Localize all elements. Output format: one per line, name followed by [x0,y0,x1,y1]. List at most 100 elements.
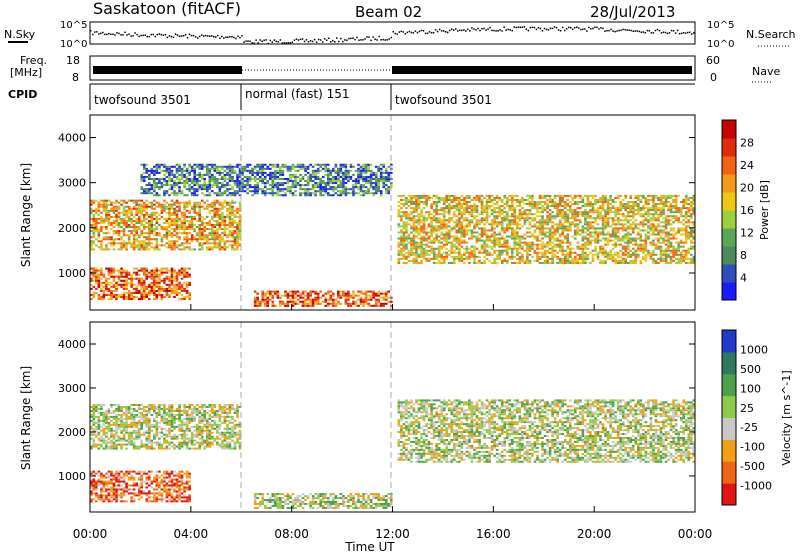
heatmap-cell [205,163,209,166]
heatmap-cell [205,248,209,251]
heatmap-cell [407,253,411,256]
heatmap-cell [531,233,534,236]
heatmap-cell [526,219,529,222]
heatmap-cell [165,242,169,245]
heatmap-cell [483,219,486,222]
heatmap-cell [659,253,663,256]
heatmap-cell [518,257,522,260]
heatmap-cell [654,211,658,214]
heatmap-cell [304,302,307,305]
heatmap-cell [105,219,108,222]
heatmap-cell [518,200,522,204]
heatmap-cell [142,244,146,247]
heatmap-cell [95,209,98,212]
heatmap-cell [291,296,295,299]
heatmap-cell [468,255,471,258]
heatmap-cell [445,239,449,242]
heatmap-cell [412,241,416,244]
heatmap-cell [150,228,154,231]
heatmap-cell [516,227,519,230]
heatmap-cell [637,203,640,206]
heatmap-cell [599,215,602,218]
heatmap-cell [432,237,436,240]
heatmap-cell [163,226,166,229]
heatmap-cell [574,261,577,264]
heatmap-cell [168,287,171,290]
heatmap-cell [178,167,181,170]
heatmap-cell [97,275,101,278]
heatmap-cell [132,242,136,245]
noise-point [336,37,338,39]
heatmap-cell [296,302,300,305]
heatmap-cell [185,238,189,241]
heatmap-cell [430,233,433,236]
heatmap-cell [576,211,580,214]
heatmap-cell [117,271,121,274]
heatmap-cell [158,194,161,197]
heatmap-cell [536,235,539,238]
noise-point [198,35,201,38]
heatmap-cell [130,283,133,286]
heatmap-cell [107,289,111,292]
heatmap-cell [160,271,164,274]
heatmap-cell [125,242,128,245]
heatmap-cell [422,247,426,250]
heatmap-cell [165,283,169,286]
heatmap-cell [120,211,123,214]
heatmap-cell [687,203,691,206]
heatmap-cell [561,217,564,220]
heatmap-cell [498,257,501,260]
heatmap-cell [422,255,426,258]
heatmap-cell [165,226,169,229]
heatmap-cell [160,184,164,187]
heatmap-cell [218,188,222,191]
heatmap-cell [95,279,98,282]
heatmap-cell [463,211,466,214]
heatmap-cell [594,247,597,250]
heatmap-cell [241,186,244,189]
heatmap-cell [417,237,421,240]
heatmap-cell [510,194,514,197]
heatmap-cell [558,249,562,252]
heatmap-cell [637,253,640,256]
heatmap-cell [606,203,610,206]
heatmap-cell [634,205,638,208]
noise-point [211,35,213,37]
heatmap-cell [175,199,179,202]
heatmap-cell [97,298,101,301]
heatmap-cell [601,225,605,228]
heatmap-cell [168,230,171,233]
heatmap-cell [500,251,504,254]
heatmap-cell [568,207,572,210]
heatmap-cell [430,205,433,208]
heatmap-cell [533,243,537,246]
heatmap-cell [173,246,176,249]
noise-point [267,42,269,45]
noise-point [126,34,128,36]
heatmap-cell [568,255,572,258]
noise-point [477,27,479,30]
noise-point [378,35,380,38]
heatmap-cell [185,219,189,222]
heatmap-cell [291,304,295,307]
heatmap-cell [170,279,174,282]
heatmap-cell [626,221,630,224]
heatmap-cell [175,246,179,249]
heatmap-cell [110,298,113,301]
heatmap-cell [639,249,643,252]
heatmap-cell [183,228,186,231]
heatmap-cell [168,194,171,197]
heatmap-cell [107,232,111,235]
heatmap-cell [659,194,663,197]
heatmap-cell [147,293,151,297]
heatmap-cell [478,223,481,226]
heatmap-cell [261,296,265,299]
heatmap-cell [132,215,136,218]
heatmap-cell [407,235,411,238]
heatmap-cell [145,246,149,249]
heatmap-cell [112,205,116,208]
heatmap-cell [566,235,570,238]
noise-point [690,33,693,35]
heatmap-cell [407,205,411,208]
heatmap-cell [493,235,496,238]
